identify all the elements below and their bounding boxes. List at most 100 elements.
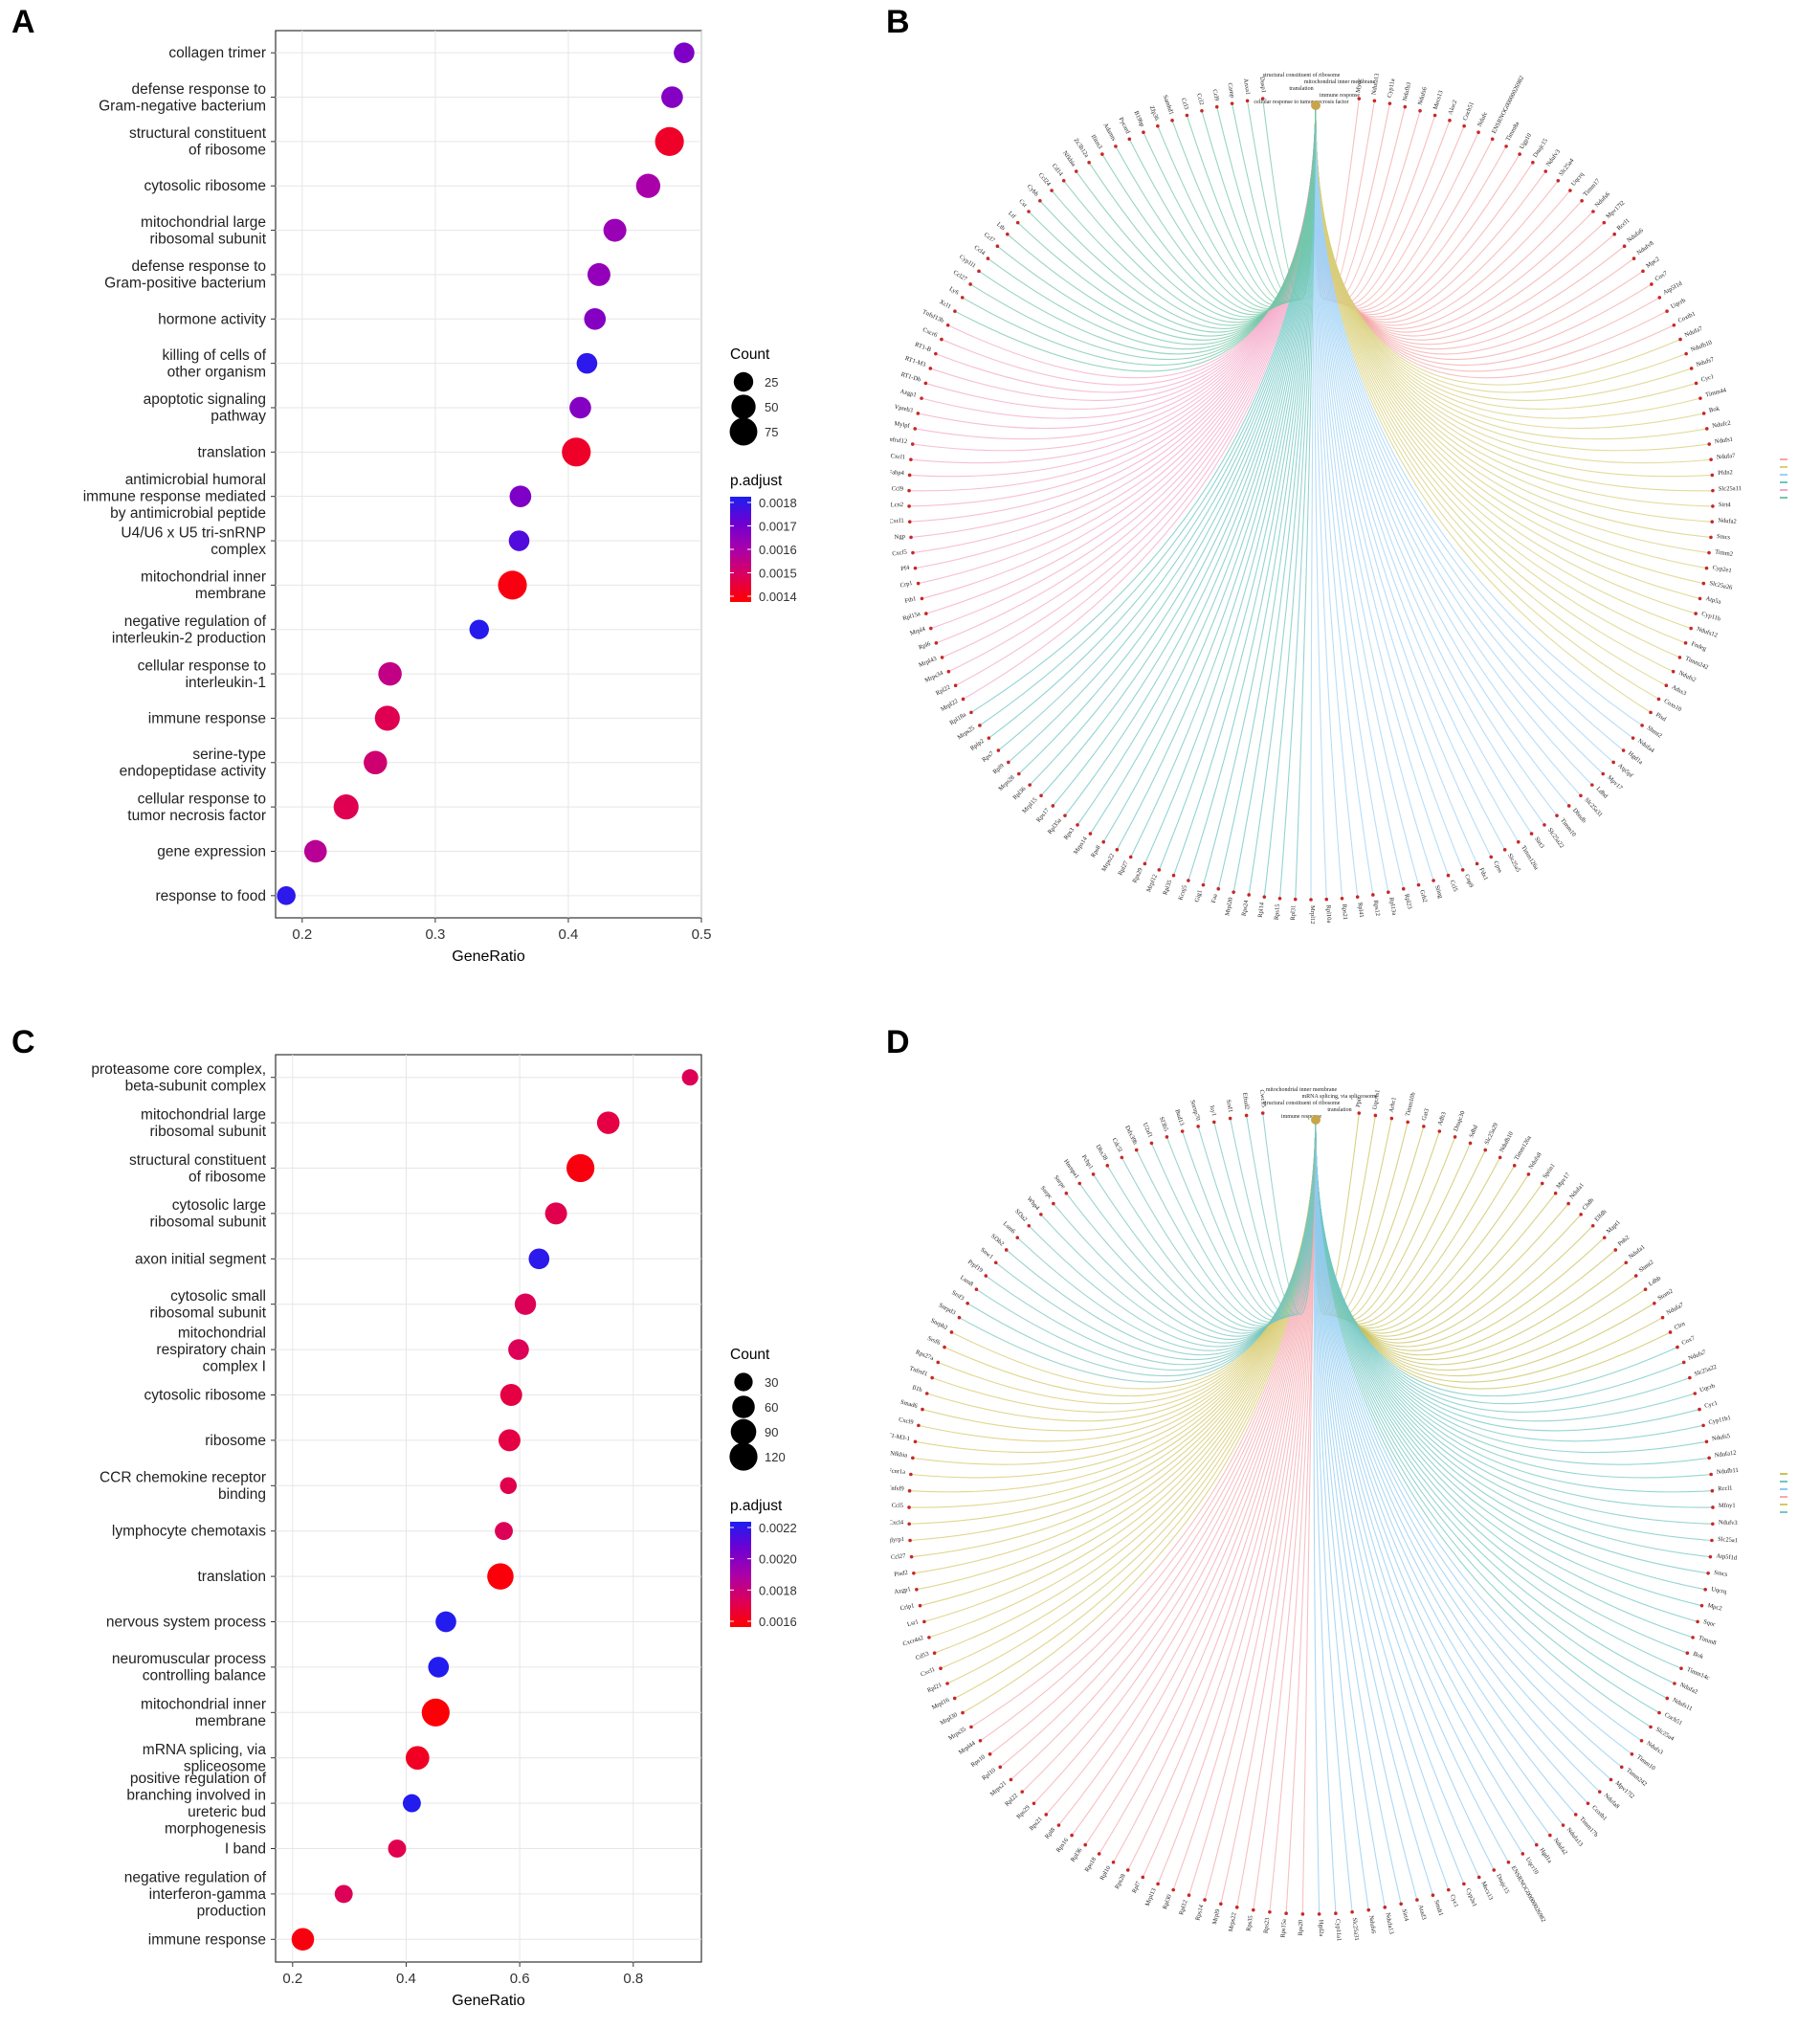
gene-label: Ndufv3 xyxy=(1719,1519,1738,1527)
term-label: immune response xyxy=(148,1931,266,1948)
gene-node xyxy=(1619,1765,1624,1770)
gene-label: Ccl9 xyxy=(1210,89,1220,102)
gene-node xyxy=(1698,596,1702,601)
gene-label: Coxs10 xyxy=(1663,698,1683,713)
gene-label: Slc25a22 xyxy=(1546,827,1565,850)
gene-label: Mrpl30 xyxy=(939,1711,958,1727)
gene-label: Cxcl1 xyxy=(890,453,905,460)
term-label: of ribosome xyxy=(189,1169,266,1185)
term-label: branching involved in xyxy=(126,1787,266,1803)
color-legend-label: 0.0015 xyxy=(759,567,797,581)
gene-label: Rps15a xyxy=(1280,1919,1288,1938)
gene-label: Ndufa2 xyxy=(1552,1837,1568,1856)
gene-label: Dbndb xyxy=(1571,807,1587,824)
gene-node xyxy=(1504,145,1508,148)
gene-label: Rpl10 xyxy=(1099,1865,1112,1882)
gene-node xyxy=(1170,119,1174,123)
gene-label: Mrps22 xyxy=(1100,853,1116,873)
term-dot xyxy=(364,750,388,775)
gene-label: Cxcl5 xyxy=(892,548,907,557)
gene-label: Sprin1 xyxy=(1542,1163,1557,1180)
gene-node xyxy=(907,473,912,478)
gene-node xyxy=(945,1682,949,1685)
gene-node xyxy=(1260,1111,1265,1115)
gene-label: Timm8a xyxy=(1505,121,1521,143)
gene-label: Slc25a26 xyxy=(1709,580,1734,591)
gene-node xyxy=(1284,1911,1288,1916)
term-dot xyxy=(587,262,610,286)
gene-label: Timm10 xyxy=(1635,1753,1656,1772)
term-node-label: translation xyxy=(1327,1107,1351,1113)
gene-node xyxy=(1401,886,1406,891)
size-legend-dot xyxy=(730,1418,757,1445)
gene-node xyxy=(1340,896,1344,901)
term-dot xyxy=(487,1563,514,1590)
gene-node xyxy=(1101,839,1106,844)
gene-node xyxy=(1475,861,1479,866)
term-label: mRNA splicing, via xyxy=(143,1742,267,1758)
size-legend-label: 60 xyxy=(765,1400,778,1415)
term-node-label: cellular response to tumor necrosis fact… xyxy=(1254,99,1348,105)
gene-node xyxy=(1228,1116,1232,1121)
term-label: spliceosome xyxy=(184,1758,266,1774)
gene-label: Mrpl16 xyxy=(931,1696,951,1711)
gene-node xyxy=(1707,550,1711,555)
size-legend-label: 120 xyxy=(765,1450,786,1464)
gene-node xyxy=(1710,473,1715,478)
gene-label: Cyp1l1 xyxy=(958,254,977,270)
term-dot xyxy=(569,396,591,419)
gene-label: Rpl13a xyxy=(1387,897,1398,916)
gene-node xyxy=(1406,1120,1409,1125)
gene-node xyxy=(940,337,943,342)
gene-node xyxy=(953,309,957,313)
gene-label: RT1-M3-1 xyxy=(890,1431,910,1442)
gene-label: Mylpf xyxy=(894,420,911,430)
gene-node xyxy=(1357,1111,1362,1115)
term-label: morphogenesis xyxy=(165,1820,266,1837)
gene-label: Timm10 xyxy=(1559,817,1577,838)
term-dot xyxy=(334,1884,353,1904)
gene-node xyxy=(1693,1392,1698,1395)
term-label: membrane xyxy=(195,1713,266,1729)
gene-node xyxy=(1709,535,1713,540)
gene-label: Ccl27 xyxy=(952,269,969,283)
gene-label: Cox7 xyxy=(1680,1334,1696,1346)
gene-term-link xyxy=(1315,104,1494,311)
gene-node xyxy=(1156,123,1160,128)
gene-label: Dusp1 xyxy=(1258,77,1267,94)
gene-node xyxy=(1064,1191,1069,1195)
gene-label: Cybb xyxy=(1026,184,1040,198)
gene-label: Mrpl12 xyxy=(1309,905,1316,925)
term-dot xyxy=(388,1839,407,1858)
gene-label: Aloc2 xyxy=(1447,100,1458,116)
gene-term-link xyxy=(1071,1119,1317,1836)
gene-label: Chdh xyxy=(1581,1196,1595,1212)
gene-term-link xyxy=(1315,1119,1509,1863)
color-legend-title: p.adjust xyxy=(730,1498,783,1514)
gene-node xyxy=(1698,396,1702,400)
gene-label: Sdhd xyxy=(1468,1124,1479,1139)
gene-label: Ccl9 xyxy=(892,485,903,492)
gene-label: Snrpc xyxy=(1039,1185,1054,1200)
gene-label: Vpreb3 xyxy=(894,404,914,414)
gene-node xyxy=(924,612,928,615)
gene-label: Rccl1 xyxy=(1615,217,1631,232)
gene-node xyxy=(1432,113,1437,118)
gene-label: Ndufs6 xyxy=(1367,1915,1377,1935)
term-label: antimicrobial humoral xyxy=(125,472,266,488)
gene-node xyxy=(1141,1875,1145,1880)
gene-node xyxy=(1613,1248,1618,1252)
gene-label: Cxcl4 xyxy=(890,1519,904,1526)
gene-label: Snw1 xyxy=(979,1246,994,1260)
gene-node xyxy=(1534,1842,1539,1847)
gene-node xyxy=(1677,656,1682,659)
gene-node xyxy=(1355,895,1360,899)
gene-node xyxy=(1028,783,1032,787)
gene-term-link xyxy=(1315,1119,1569,1340)
gene-node xyxy=(1602,220,1607,225)
gene-node xyxy=(1201,882,1206,887)
term-label: mitochondrial large xyxy=(141,1106,266,1123)
gene-label: Ndufa6 xyxy=(1626,227,1645,244)
gene-node xyxy=(1431,1893,1435,1897)
gene-node xyxy=(1498,1155,1502,1160)
